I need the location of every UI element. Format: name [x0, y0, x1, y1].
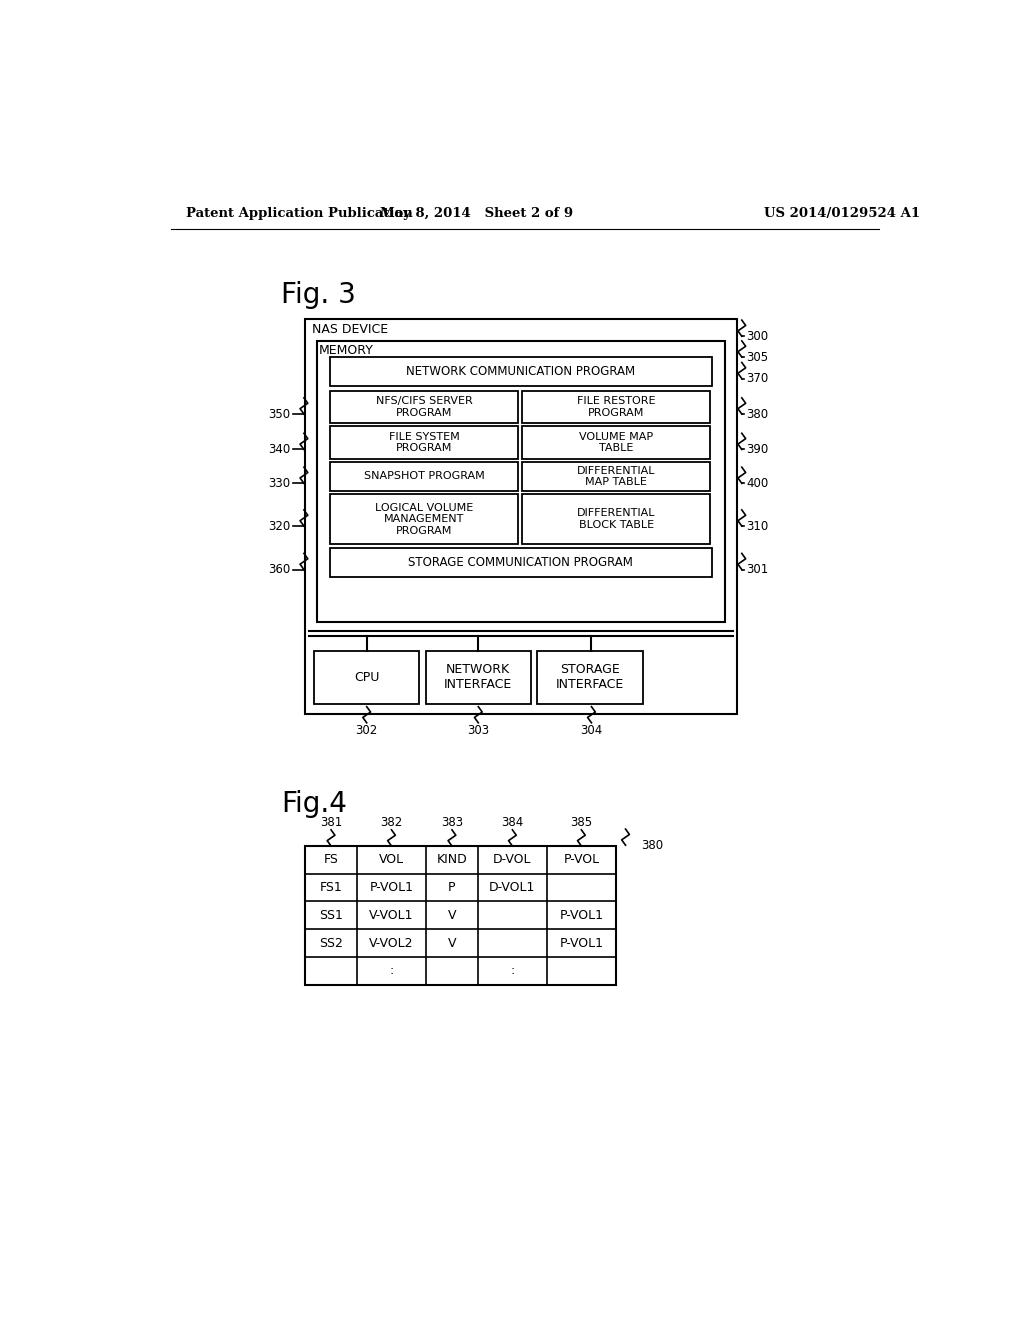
Text: 303: 303 — [467, 723, 489, 737]
Text: 390: 390 — [746, 444, 769, 455]
Text: VOLUME MAP
TABLE: VOLUME MAP TABLE — [580, 432, 653, 453]
Text: P-VOL: P-VOL — [563, 853, 599, 866]
Text: DIFFERENTIAL
BLOCK TABLE: DIFFERENTIAL BLOCK TABLE — [577, 508, 655, 529]
Text: 330: 330 — [268, 477, 291, 490]
Text: DIFFERENTIAL
MAP TABLE: DIFFERENTIAL MAP TABLE — [577, 466, 655, 487]
Text: 382: 382 — [380, 816, 402, 829]
Text: 400: 400 — [746, 477, 769, 490]
Bar — [305, 846, 616, 985]
Bar — [331, 358, 712, 387]
Text: 305: 305 — [746, 351, 769, 363]
Text: 304: 304 — [581, 723, 602, 737]
Text: MEMORY: MEMORY — [319, 343, 374, 356]
Text: 310: 310 — [746, 520, 769, 532]
Bar — [331, 494, 518, 544]
Text: LOGICAL VOLUME
MANAGEMENT
PROGRAM: LOGICAL VOLUME MANAGEMENT PROGRAM — [375, 503, 473, 536]
Text: FS: FS — [324, 853, 339, 866]
Text: V-VOL2: V-VOL2 — [370, 936, 414, 949]
Text: 302: 302 — [355, 723, 378, 737]
Text: 340: 340 — [268, 444, 291, 455]
Text: D-VOL1: D-VOL1 — [489, 880, 536, 894]
Bar — [331, 391, 518, 424]
Text: May 8, 2014   Sheet 2 of 9: May 8, 2014 Sheet 2 of 9 — [380, 207, 573, 220]
Text: :: : — [389, 964, 393, 977]
Text: NETWORK
INTERFACE: NETWORK INTERFACE — [444, 664, 512, 692]
Text: SS1: SS1 — [319, 908, 343, 921]
Bar — [331, 462, 518, 491]
Bar — [305, 318, 737, 714]
Text: Fig.4: Fig.4 — [282, 789, 347, 817]
Text: NFS/CIFS SERVER
PROGRAM: NFS/CIFS SERVER PROGRAM — [376, 396, 472, 418]
Text: NETWORK COMMUNICATION PROGRAM: NETWORK COMMUNICATION PROGRAM — [407, 366, 636, 379]
Text: 381: 381 — [319, 816, 342, 829]
Text: V: V — [447, 936, 457, 949]
Text: 383: 383 — [441, 816, 463, 829]
Text: 300: 300 — [746, 330, 769, 343]
Text: CPU: CPU — [354, 671, 379, 684]
Text: 380: 380 — [746, 408, 769, 421]
Text: KIND: KIND — [436, 853, 467, 866]
Text: V-VOL1: V-VOL1 — [370, 908, 414, 921]
Text: SS2: SS2 — [319, 936, 343, 949]
Text: D-VOL: D-VOL — [494, 853, 531, 866]
Text: 301: 301 — [746, 564, 769, 576]
Text: FILE RESTORE
PROGRAM: FILE RESTORE PROGRAM — [577, 396, 655, 418]
Bar — [314, 651, 420, 704]
Bar — [331, 548, 712, 577]
Text: V: V — [447, 908, 457, 921]
Text: Patent Application Publication: Patent Application Publication — [186, 207, 413, 220]
Text: P-VOL1: P-VOL1 — [559, 908, 603, 921]
Text: FS1: FS1 — [319, 880, 342, 894]
Text: P-VOL1: P-VOL1 — [559, 936, 603, 949]
Bar — [522, 426, 710, 459]
Text: P-VOL1: P-VOL1 — [370, 880, 414, 894]
Bar — [522, 462, 710, 491]
Text: 370: 370 — [746, 372, 769, 385]
Text: 385: 385 — [570, 816, 593, 829]
Bar — [317, 341, 725, 622]
Text: 360: 360 — [268, 564, 291, 576]
Text: P: P — [449, 880, 456, 894]
Bar — [538, 651, 643, 704]
Text: FILE SYSTEM
PROGRAM: FILE SYSTEM PROGRAM — [389, 432, 460, 453]
Text: 384: 384 — [502, 816, 523, 829]
Text: 320: 320 — [268, 520, 291, 532]
Bar — [522, 391, 710, 424]
Text: STORAGE COMMUNICATION PROGRAM: STORAGE COMMUNICATION PROGRAM — [409, 556, 634, 569]
Text: VOL: VOL — [379, 853, 404, 866]
Bar — [522, 494, 710, 544]
Text: SNAPSHOT PROGRAM: SNAPSHOT PROGRAM — [364, 471, 484, 482]
Text: 350: 350 — [268, 408, 291, 421]
Text: :: : — [510, 964, 514, 977]
Text: 380: 380 — [641, 838, 664, 851]
Text: Fig. 3: Fig. 3 — [282, 281, 356, 309]
Text: NAS DEVICE: NAS DEVICE — [311, 323, 388, 335]
Bar — [331, 426, 518, 459]
Text: US 2014/0129524 A1: US 2014/0129524 A1 — [764, 207, 920, 220]
Text: STORAGE
INTERFACE: STORAGE INTERFACE — [556, 664, 624, 692]
Bar — [426, 651, 531, 704]
